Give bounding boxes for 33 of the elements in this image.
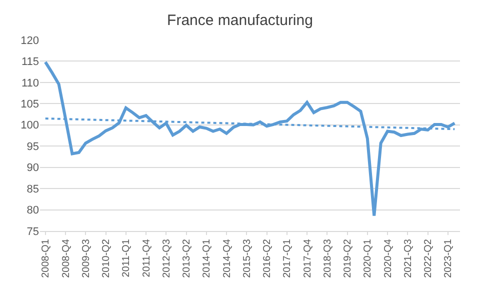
y-tick-label: 115 xyxy=(21,56,39,68)
x-tick-label: 2014-Q4 xyxy=(222,238,233,278)
x-tick-label: 2020-Q4 xyxy=(382,238,394,278)
x-tick-label: 2018-Q3 xyxy=(322,238,334,278)
x-tick-label: 2020-Q1 xyxy=(362,238,374,278)
x-tick-label: 2011-Q4 xyxy=(141,238,152,278)
x-tick-label: 2017-Q4 xyxy=(302,238,314,278)
line-series xyxy=(44,60,456,218)
x-tick-label: 2015-Q3 xyxy=(242,238,253,278)
x-tick-label: 2021-Q3 xyxy=(402,238,414,278)
y-tick-label: 105 xyxy=(20,98,39,111)
x-tick-label: 2008-Q4 xyxy=(60,238,72,278)
x-tick-label: 2008-Q1 xyxy=(40,238,52,278)
y-tick-label: 80 xyxy=(26,204,39,217)
y-tick-label: 95 xyxy=(26,140,39,153)
x-tick-label: 2016-Q2 xyxy=(262,238,274,278)
x-tick-label: 2012-Q3 xyxy=(161,238,172,278)
x-tick-label: 2023-Q1 xyxy=(443,238,454,278)
x-tick-label: 2022-Q2 xyxy=(423,238,434,278)
x-tick-label: 2009-Q3 xyxy=(80,238,92,278)
y-tick-label: 110 xyxy=(21,77,39,90)
y-tick-label: 85 xyxy=(26,183,39,196)
y-tick-label: 120 xyxy=(20,34,39,47)
chart-title: France manufacturing xyxy=(167,12,313,29)
y-tick-label: 100 xyxy=(20,120,39,132)
x-tick-label: 2017-Q1 xyxy=(282,238,294,278)
x-tick-label: 2011-Q1 xyxy=(121,238,132,278)
y-tick-label: 90 xyxy=(26,162,39,174)
x-tick-label: 2013-Q2 xyxy=(182,238,193,278)
x-tick-label: 2010-Q2 xyxy=(101,238,112,278)
y-tick-label: 75 xyxy=(26,226,39,238)
x-tick-label: 2019-Q2 xyxy=(342,238,354,278)
x-tick-label: 2014-Q1 xyxy=(202,238,213,278)
